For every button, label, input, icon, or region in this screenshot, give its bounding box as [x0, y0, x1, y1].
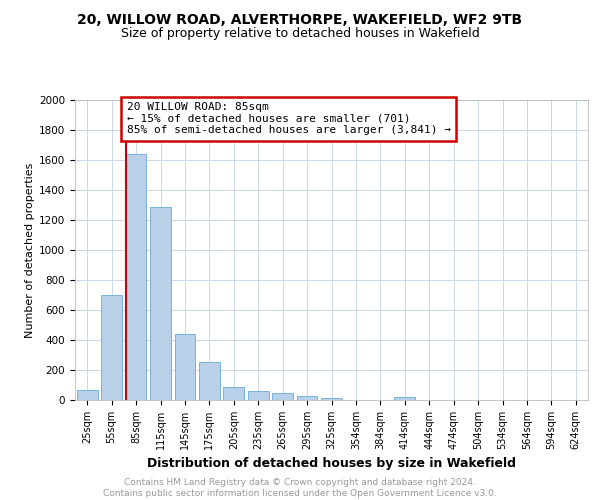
X-axis label: Distribution of detached houses by size in Wakefield: Distribution of detached houses by size … [147, 458, 516, 470]
Bar [321, 398, 342, 400]
Bar [199, 362, 220, 400]
Text: Size of property relative to detached houses in Wakefield: Size of property relative to detached ho… [121, 28, 479, 40]
Bar [248, 391, 269, 400]
Bar [272, 393, 293, 400]
Bar [101, 295, 122, 400]
Text: Contains HM Land Registry data © Crown copyright and database right 2024.
Contai: Contains HM Land Registry data © Crown c… [103, 478, 497, 498]
Bar [394, 397, 415, 400]
Text: 20 WILLOW ROAD: 85sqm
← 15% of detached houses are smaller (701)
85% of semi-det: 20 WILLOW ROAD: 85sqm ← 15% of detached … [127, 102, 451, 136]
Bar [77, 390, 98, 400]
Text: 20, WILLOW ROAD, ALVERTHORPE, WAKEFIELD, WF2 9TB: 20, WILLOW ROAD, ALVERTHORPE, WAKEFIELD,… [77, 12, 523, 26]
Bar [125, 154, 146, 400]
Bar [150, 207, 171, 400]
Y-axis label: Number of detached properties: Number of detached properties [25, 162, 35, 338]
Bar [223, 386, 244, 400]
Bar [296, 396, 317, 400]
Bar [175, 334, 196, 400]
